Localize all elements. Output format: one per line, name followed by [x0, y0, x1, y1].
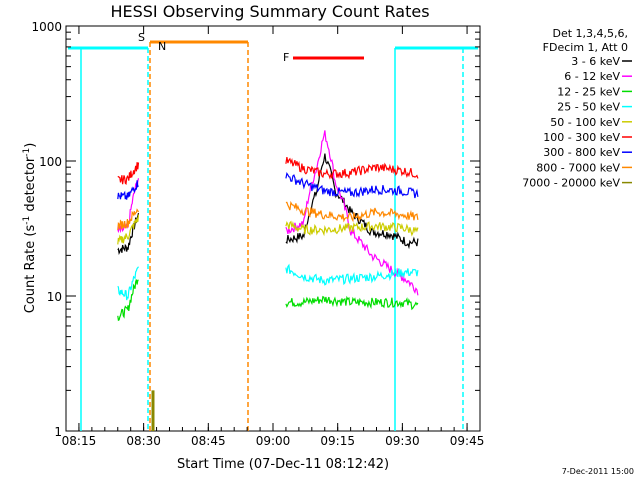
- y-tick-label-2: 100: [39, 155, 62, 169]
- x-tick-label-2: 08:45: [191, 434, 226, 448]
- overlays: SN F: [68, 31, 478, 431]
- y-axis-label: Count Rate (s-1 detector-1): [22, 143, 38, 314]
- series-line-4-seg1: [117, 214, 140, 245]
- ylabel-sup1: -1: [22, 216, 32, 225]
- series-line-2-seg1: [117, 279, 139, 322]
- series-line-3-seg1: [117, 266, 139, 301]
- legend-entry-4: 50 - 100 keV: [550, 116, 620, 129]
- series-line-4-seg2: [285, 220, 419, 237]
- legend: Det 1,3,4,5,6,FDecim 1, Att 03 - 6 keV 6 …: [522, 27, 632, 190]
- x-tick-label-5: 09:30: [385, 434, 420, 448]
- x-tick-label-6: 09:45: [450, 434, 485, 448]
- legend-header-0: Det 1,3,4,5,6,: [552, 27, 628, 40]
- series-line-0-seg1: [117, 212, 140, 256]
- series-line-1-seg2: [285, 130, 419, 296]
- legend-entry-7: 800 - 7000 keV: [536, 161, 620, 174]
- ylabel-main: Count Rate (s: [23, 225, 38, 314]
- series-line-5-seg2: [285, 156, 419, 180]
- legend-entry-3: 25 - 50 keV: [557, 101, 620, 114]
- series-line-7-seg2: [285, 200, 419, 223]
- flag-label-n: N: [158, 40, 166, 53]
- flag-label-s: S: [138, 31, 145, 44]
- flag-label-f: F: [283, 51, 289, 64]
- x-axis-label: Start Time (07-Dec-11 08:12:42): [177, 457, 389, 472]
- ylabel-sup2: -1: [22, 148, 32, 157]
- legend-entry-2: 12 - 25 keV: [557, 85, 620, 98]
- footer-date: 7-Dec-2011 15:00: [562, 467, 634, 476]
- x-tick-label-1: 08:30: [126, 434, 161, 448]
- legend-header-1: FDecim 1, Att 0: [543, 41, 628, 54]
- axes-layer: 08:15 08:30 08:45 09:00 09:15 09:30 09:45 1 10 10…: [31, 20, 484, 448]
- x-tick-label-0: 08:15: [62, 434, 97, 448]
- series-line-6-seg2: [285, 172, 419, 199]
- y-tick-label-0: 1: [54, 425, 62, 439]
- series-layer: [117, 130, 419, 322]
- x-tick-label-4: 09:15: [320, 434, 355, 448]
- ylabel-end: ): [23, 143, 38, 148]
- ylabel-mid: detector: [23, 156, 38, 216]
- series-line-2-seg2: [285, 295, 419, 311]
- legend-entry-8: 7000 - 20000 keV: [522, 177, 620, 190]
- x-tick-label-3: 09:00: [256, 434, 291, 448]
- series-line-3-seg2: [285, 263, 419, 286]
- y-tick-label-3: 1000: [31, 20, 62, 34]
- legend-entry-6: 300 - 800 keV: [543, 146, 620, 159]
- series-line-7-seg1: [117, 208, 140, 231]
- series-line-6-seg1: [117, 180, 139, 200]
- legend-entry-1: 6 - 12 keV: [564, 70, 620, 83]
- legend-entry-5: 100 - 300 keV: [543, 131, 620, 144]
- legend-entry-0: 3 - 6 keV: [571, 55, 620, 68]
- series-line-5-seg1: [117, 162, 140, 185]
- chart-title: HESSI Observing Summary Count Rates: [110, 2, 429, 21]
- series-line-0-seg2: [285, 153, 419, 250]
- y-tick-label-1: 10: [47, 290, 62, 304]
